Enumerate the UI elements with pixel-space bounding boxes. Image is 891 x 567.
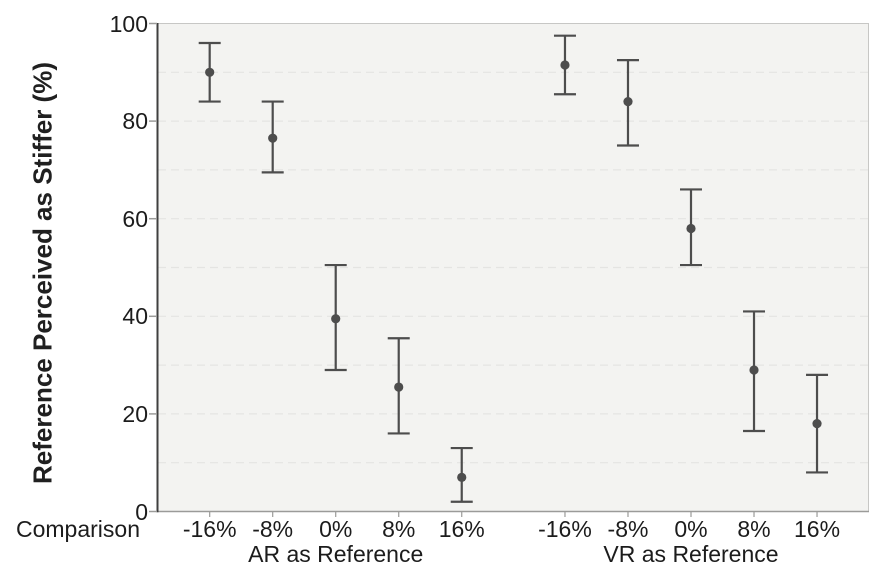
x-axis-title: Comparison bbox=[16, 516, 140, 542]
data-point bbox=[812, 419, 822, 429]
x-tick-label: 0% bbox=[319, 516, 353, 542]
data-point bbox=[560, 60, 570, 70]
group-label-ar-as-reference: AR as Reference bbox=[248, 541, 424, 567]
data-point bbox=[623, 96, 633, 107]
x-tick-label: -8% bbox=[607, 516, 649, 542]
data-point bbox=[457, 472, 467, 482]
x-tick-label: 16% bbox=[438, 516, 485, 542]
x-tick-label: -16% bbox=[538, 516, 592, 542]
data-point bbox=[205, 67, 215, 77]
data-point bbox=[686, 223, 696, 234]
y-tick-label: 40 bbox=[122, 303, 148, 330]
y-tick-label: 0 bbox=[135, 498, 148, 525]
x-tick-label: 16% bbox=[793, 516, 841, 542]
x-tick-label: 8% bbox=[382, 516, 416, 542]
x-tick-label: -16% bbox=[182, 516, 237, 542]
data-point bbox=[268, 133, 278, 143]
y-tick-label: 100 bbox=[109, 10, 148, 37]
y-tick-label: 20 bbox=[122, 400, 148, 427]
data-point bbox=[394, 382, 404, 392]
group-label-vr-as-reference: VR as Reference bbox=[603, 541, 779, 567]
x-tick-label: 0% bbox=[674, 516, 708, 542]
y-tick-label: 60 bbox=[122, 205, 148, 232]
data-point bbox=[749, 365, 759, 375]
y-tick-label: 80 bbox=[122, 108, 148, 135]
x-tick-label: -8% bbox=[252, 516, 294, 542]
x-tick-label: 8% bbox=[737, 516, 771, 542]
data-point bbox=[331, 314, 341, 324]
